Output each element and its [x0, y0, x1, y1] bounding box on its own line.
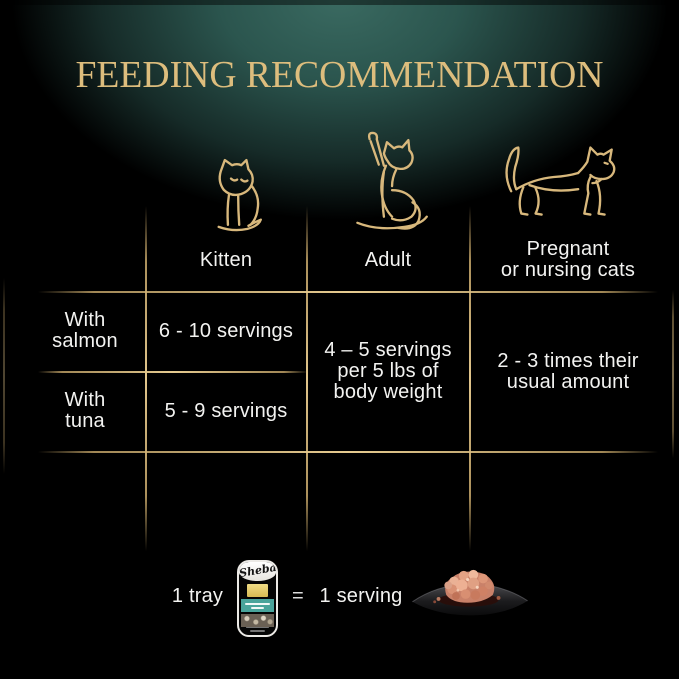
top-shade-strip	[0, 0, 679, 5]
table-vline-2	[306, 206, 308, 551]
tray-food-photo	[241, 614, 274, 627]
tray-teal-label	[241, 599, 274, 612]
tray-top-cap: Sheba	[239, 562, 276, 581]
table-vline-left-border	[3, 278, 5, 474]
adult-cat-icon	[356, 131, 428, 230]
row-header-tuna: With tuna	[25, 390, 145, 432]
equals-sign: =	[292, 585, 304, 607]
row-header-salmon-line1: With	[64, 309, 106, 331]
table-hline-top	[38, 291, 658, 293]
column-header-pregnant-line2: or nursing cats	[500, 259, 636, 281]
cell-kitten-tuna: 5 - 9 servings	[164, 400, 288, 422]
row-header-salmon: With salmon	[25, 310, 145, 352]
column-header-kitten: Kitten	[146, 250, 306, 271]
page-title-text: FEEDING RECOMMENDATION	[76, 54, 604, 96]
cell-kitten-salmon: 6 - 10 servings	[158, 320, 294, 342]
cell-pregnant-line1: 2 - 3 times their	[497, 350, 639, 372]
tray-yellow-panel	[247, 584, 268, 597]
row-header-tuna-line2: tuna	[65, 410, 105, 432]
pregnant-cat-icon	[505, 146, 616, 216]
row-header-tuna-line1: With	[64, 389, 106, 411]
column-header-kitten-label: Kitten	[199, 249, 253, 271]
kitten-icon	[217, 158, 262, 232]
tray-microtext-bar	[249, 630, 266, 632]
cell-adult-line2: per 5 lbs of	[337, 360, 439, 382]
tray-label-text-bar	[250, 606, 265, 609]
cell-pregnant: 2 - 3 times their usual amount	[470, 351, 666, 393]
table-hline-middle	[38, 371, 308, 373]
column-header-pregnant: Pregnant or nursing cats	[470, 239, 666, 281]
tray-microtext-bar	[245, 626, 270, 628]
row-header-salmon-line2: salmon	[52, 330, 118, 352]
cell-pregnant-line2: usual amount	[506, 371, 630, 393]
sheba-tray-image: Sheba	[237, 560, 278, 637]
column-header-pregnant-line1: Pregnant	[526, 238, 610, 260]
cell-adult-line1: 4 – 5 servings	[324, 339, 452, 361]
tray-bottom-text-bars	[241, 625, 274, 633]
food-chunks	[433, 569, 501, 604]
cell-adult-line3: body weight	[333, 381, 443, 403]
serving-label: 1 serving	[319, 585, 403, 607]
table-vline-1	[145, 206, 147, 551]
column-header-adult-label: Adult	[364, 249, 412, 271]
cell-adult: 4 – 5 servings per 5 lbs of body weight	[307, 340, 469, 403]
food-plate-image	[412, 569, 528, 616]
tray-label-text-bar	[244, 602, 271, 605]
page-title: FEEDING RECOMMENDATION	[76, 54, 604, 96]
column-header-adult: Adult	[307, 250, 469, 271]
table-vline-3	[469, 206, 471, 551]
table-hline-bottom	[38, 451, 658, 453]
sheba-brand-logo: Sheba	[238, 560, 278, 581]
tray-label: 1 tray	[171, 585, 224, 607]
table-vline-right-border	[672, 290, 674, 458]
